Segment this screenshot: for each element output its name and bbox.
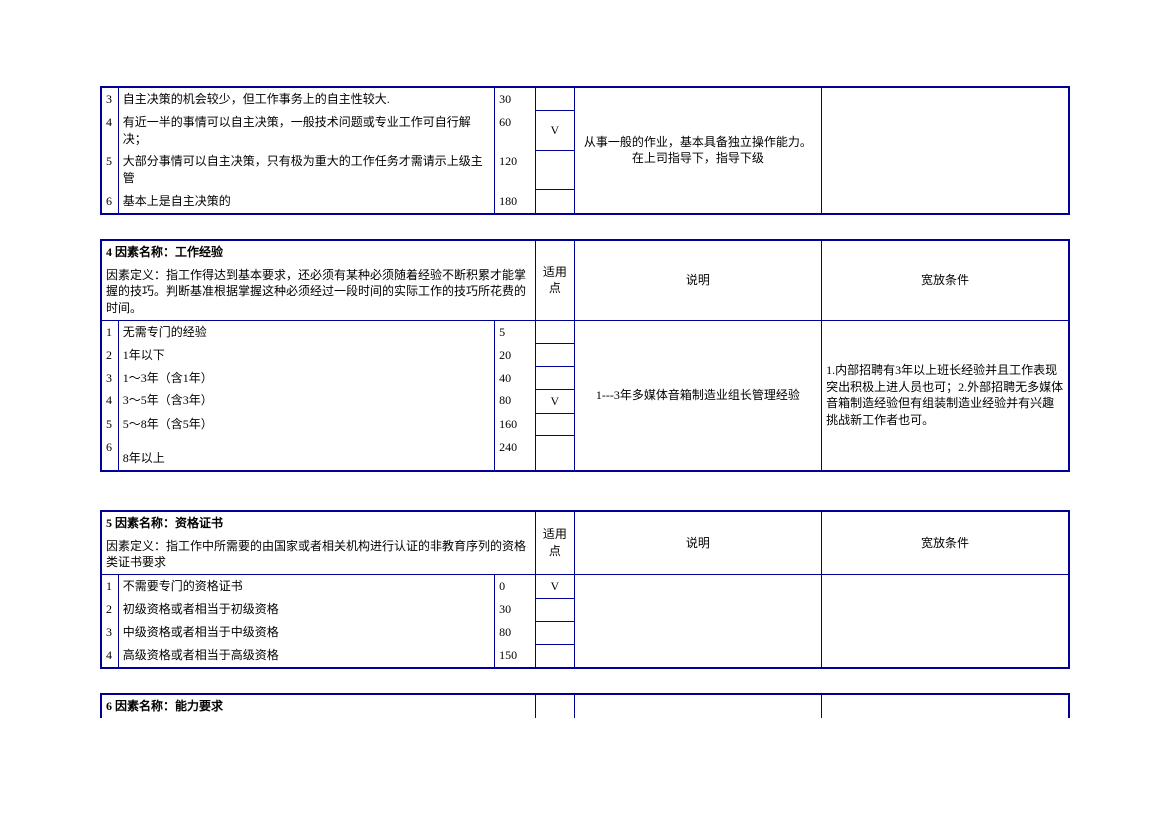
row-points: 160 bbox=[495, 413, 536, 436]
row-points: 5 bbox=[495, 320, 536, 343]
section-header-row: 4 因素名称：工作经验 适用点 说明 宽放条件 bbox=[101, 240, 1069, 264]
row-number: 6 bbox=[101, 436, 118, 471]
row-points: 240 bbox=[495, 436, 536, 471]
row-number: 4 bbox=[101, 389, 118, 413]
table-row: 1 无需专门的经验 5 1---3年多媒体音箱制造业组长管理经验 1.内部招聘有… bbox=[101, 320, 1069, 343]
row-mark bbox=[536, 344, 575, 367]
section-title: 4 因素名称：工作经验 bbox=[106, 245, 223, 259]
apt-header: 适用点 bbox=[536, 511, 575, 575]
row-number: 2 bbox=[101, 598, 118, 621]
row-mark: V bbox=[536, 389, 575, 413]
apt-header bbox=[536, 694, 575, 718]
relax-header: 宽放条件 bbox=[822, 240, 1069, 321]
row-desc: 不需要专门的资格证书 bbox=[118, 575, 494, 599]
row-number: 3 bbox=[101, 621, 118, 644]
row-points: 180 bbox=[495, 190, 536, 214]
row-number: 6 bbox=[101, 190, 118, 214]
section-definition: 因素定义：指工作得达到基本要求，还必须有某种必须随着经验不断积累才能掌握的技巧。… bbox=[101, 264, 536, 321]
relax-header: 宽放条件 bbox=[822, 511, 1069, 575]
row-desc: 8年以上 bbox=[118, 436, 494, 471]
row-mark bbox=[536, 320, 575, 343]
explain-header bbox=[574, 694, 821, 718]
relax-cell bbox=[822, 575, 1069, 668]
section-header-row: 5 因素名称：资格证书 适用点 说明 宽放条件 bbox=[101, 511, 1069, 535]
row-points: 150 bbox=[495, 644, 536, 668]
explain-cell: 从事一般的作业，基本具备独立操作能力。在上司指导下，指导下级 bbox=[574, 87, 821, 214]
row-mark bbox=[536, 598, 575, 621]
row-desc: 无需专门的经验 bbox=[118, 320, 494, 343]
row-desc: 大部分事情可以自主决策，只有极为重大的工作任务才需请示上级主管 bbox=[118, 150, 494, 190]
row-desc: 自主决策的机会较少，但工作事务上的自主性较大. bbox=[118, 87, 494, 111]
row-mark bbox=[536, 413, 575, 436]
row-desc: 初级资格或者相当于初级资格 bbox=[118, 598, 494, 621]
row-number: 3 bbox=[101, 367, 118, 390]
row-mark bbox=[536, 621, 575, 644]
row-mark bbox=[536, 87, 575, 111]
row-points: 80 bbox=[495, 389, 536, 413]
row-mark: V bbox=[536, 575, 575, 599]
section-title: 5 因素名称：资格证书 bbox=[106, 516, 223, 530]
row-desc: 5～8年（含5年） bbox=[118, 413, 494, 436]
section6-table: 6 因素名称：能力要求 bbox=[100, 693, 1070, 718]
row-mark bbox=[536, 644, 575, 668]
explain-header: 说明 bbox=[574, 240, 821, 321]
row-mark: V bbox=[536, 111, 575, 151]
section5-table: 5 因素名称：资格证书 适用点 说明 宽放条件 因素定义：指工作中所需要的由国家… bbox=[100, 510, 1070, 669]
row-points: 30 bbox=[495, 87, 536, 111]
section3-table: 3 自主决策的机会较少，但工作事务上的自主性较大. 30 从事一般的作业，基本具… bbox=[100, 86, 1070, 215]
table-row: 1 不需要专门的资格证书 0 V bbox=[101, 575, 1069, 599]
row-desc: 中级资格或者相当于中级资格 bbox=[118, 621, 494, 644]
row-points: 40 bbox=[495, 367, 536, 390]
row-number: 3 bbox=[101, 87, 118, 111]
relax-cell bbox=[822, 87, 1069, 214]
row-mark bbox=[536, 190, 575, 214]
row-number: 5 bbox=[101, 413, 118, 436]
row-desc: 3～5年（含3年） bbox=[118, 389, 494, 413]
row-mark bbox=[536, 367, 575, 390]
row-number: 4 bbox=[101, 644, 118, 668]
row-points: 30 bbox=[495, 598, 536, 621]
row-points: 0 bbox=[495, 575, 536, 599]
apt-header: 适用点 bbox=[536, 240, 575, 321]
row-mark bbox=[536, 436, 575, 471]
table-row: 3 自主决策的机会较少，但工作事务上的自主性较大. 30 从事一般的作业，基本具… bbox=[101, 87, 1069, 111]
row-number: 5 bbox=[101, 150, 118, 190]
section-header-row: 6 因素名称：能力要求 bbox=[101, 694, 1069, 718]
row-points: 20 bbox=[495, 344, 536, 367]
section4-table: 4 因素名称：工作经验 适用点 说明 宽放条件 因素定义：指工作得达到基本要求，… bbox=[100, 239, 1070, 472]
relax-header bbox=[822, 694, 1069, 718]
row-desc: 1～3年（含1年） bbox=[118, 367, 494, 390]
row-points: 60 bbox=[495, 111, 536, 151]
row-desc: 高级资格或者相当于高级资格 bbox=[118, 644, 494, 668]
relax-cell: 1.内部招聘有3年以上班长经验并且工作表现突出积极上进人员也可；2.外部招聘无多… bbox=[822, 320, 1069, 470]
row-number: 4 bbox=[101, 111, 118, 151]
row-points: 80 bbox=[495, 621, 536, 644]
row-number: 2 bbox=[101, 344, 118, 367]
explain-cell: 1---3年多媒体音箱制造业组长管理经验 bbox=[574, 320, 821, 470]
row-number: 1 bbox=[101, 320, 118, 343]
explain-cell bbox=[574, 575, 821, 668]
row-desc: 基本上是自主决策的 bbox=[118, 190, 494, 214]
section-title: 6 因素名称：能力要求 bbox=[106, 699, 223, 713]
row-points: 120 bbox=[495, 150, 536, 190]
explain-header: 说明 bbox=[574, 511, 821, 575]
row-number: 1 bbox=[101, 575, 118, 599]
section-definition: 因素定义：指工作中所需要的由国家或者相关机构进行认证的非教育序列的资格类证书要求 bbox=[101, 535, 536, 575]
row-desc: 1年以下 bbox=[118, 344, 494, 367]
row-mark bbox=[536, 150, 575, 190]
row-desc: 有近一半的事情可以自主决策，一般技术问题或专业工作可自行解决； bbox=[118, 111, 494, 151]
